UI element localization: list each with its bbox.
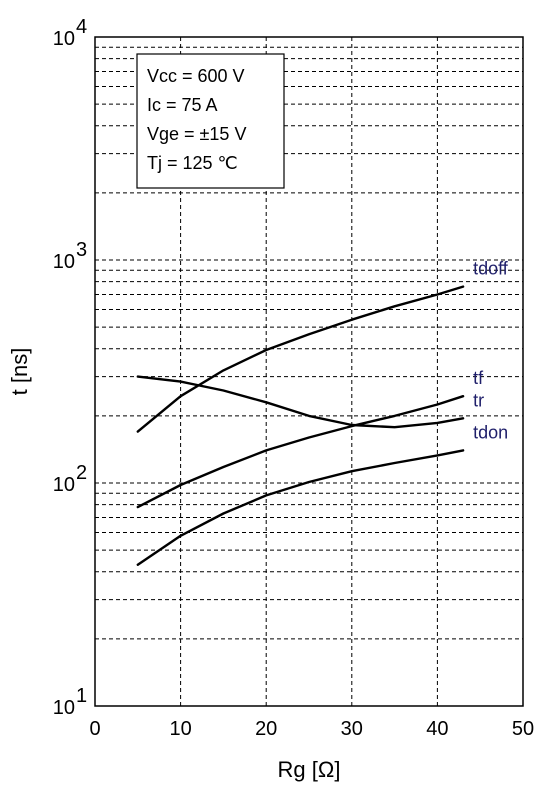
plot-frame xyxy=(94,36,524,707)
series-lines xyxy=(136,285,465,566)
x-axis-label: Rg [Ω] xyxy=(278,757,341,782)
condition-ic: Ic = 75 A xyxy=(147,95,218,115)
x-tick-label: 50 xyxy=(512,718,534,740)
series-line-tr xyxy=(136,375,465,429)
x-tick-label: 10 xyxy=(169,718,191,740)
series-label-tdoff: tdoff xyxy=(473,259,509,279)
conditions-box: Vcc = 600 V Ic = 75 A Vge = ±15 V Tj = 1… xyxy=(136,53,285,189)
series-line-tdoff xyxy=(136,285,465,433)
y-tick-exponent: 2 xyxy=(76,462,87,484)
x-tick-label: 20 xyxy=(255,718,277,740)
y-tick-exponent: 4 xyxy=(76,16,87,38)
x-tick-label: 0 xyxy=(89,718,100,740)
x-tick-label: 40 xyxy=(426,718,448,740)
condition-vcc: Vcc = 600 V xyxy=(147,66,245,86)
y-tick-exponent: 3 xyxy=(76,239,87,261)
y-tick-label: 10 xyxy=(53,697,75,719)
series-label-tf: tf xyxy=(473,368,484,388)
series-line-tf xyxy=(136,395,465,509)
condition-vge: Vge = ±15 V xyxy=(147,124,246,144)
x-tick-label: 30 xyxy=(341,718,363,740)
y-tick-exponent: 1 xyxy=(76,685,87,707)
series-label-tr: tr xyxy=(473,390,484,410)
y-tick-label: 10 xyxy=(53,28,75,50)
conditions-frame xyxy=(136,53,285,189)
y-tick-label: 10 xyxy=(53,474,75,496)
series-line-tdon xyxy=(136,449,465,566)
y-tick-label: 10 xyxy=(53,251,75,273)
series-label-tdon: tdon xyxy=(473,422,508,442)
y-axis-label: t [ns] xyxy=(7,348,32,396)
condition-tj: Tj = 125 ℃ xyxy=(147,153,238,173)
